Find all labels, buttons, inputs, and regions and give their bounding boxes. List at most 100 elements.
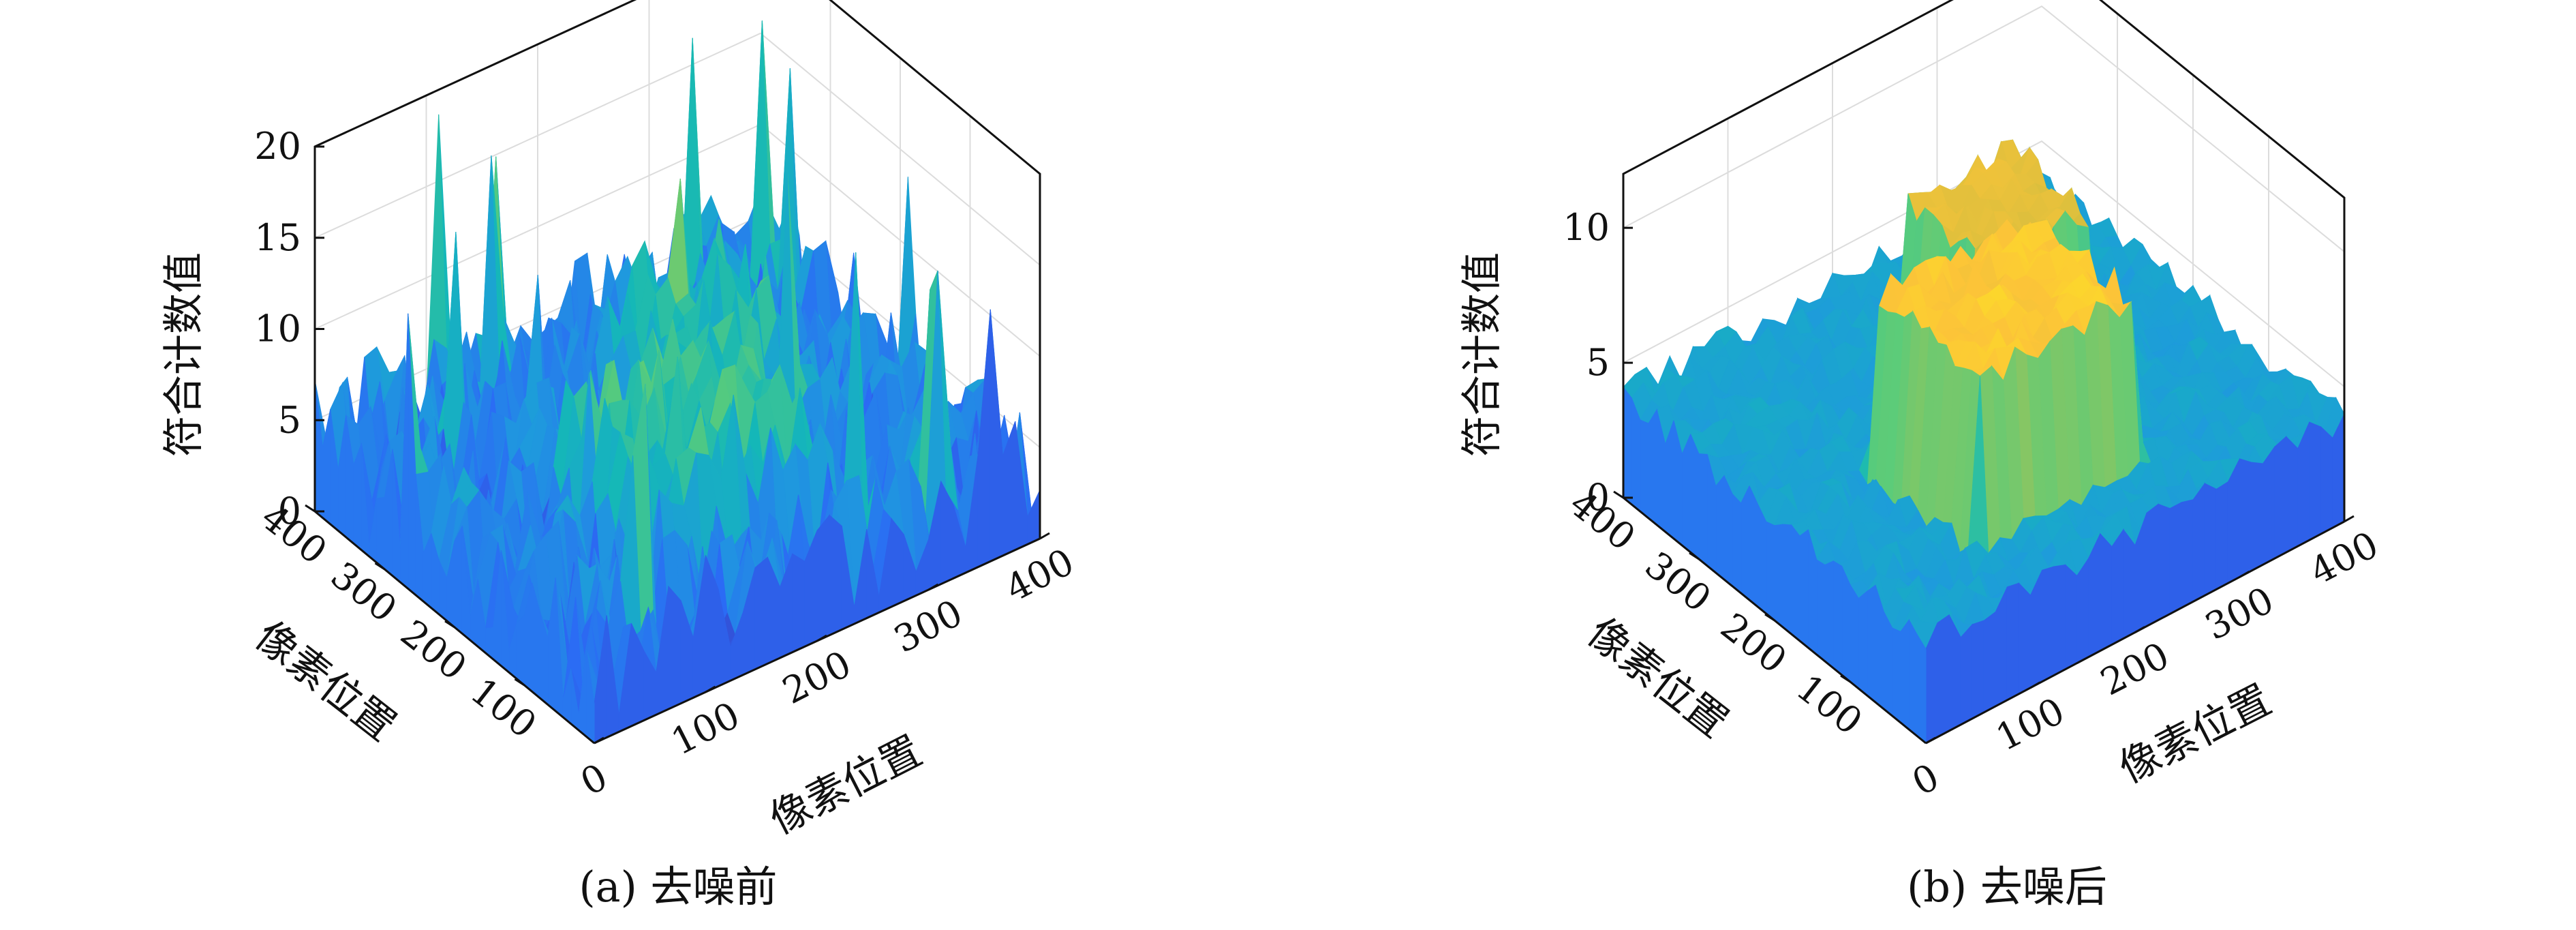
- surface-skirt: [754, 556, 768, 670]
- surface-skirt: [2239, 458, 2252, 578]
- y-axis-label: 像素位置: [246, 612, 404, 751]
- surface-skirt: [2100, 532, 2113, 652]
- surface-skirt: [1749, 485, 1758, 608]
- surface-skirt: [1698, 453, 1708, 567]
- surface-skirt: [2274, 436, 2287, 560]
- surface-skirt: [1841, 566, 1851, 683]
- surface-skirt: [2192, 482, 2205, 603]
- z-tick-label: 10: [1563, 206, 1610, 249]
- surface-skirt: [2309, 421, 2322, 541]
- surface-skirt: [1892, 627, 1901, 724]
- y-tick-mark: [514, 678, 525, 687]
- x-tick-mark: [2239, 570, 2250, 578]
- surface-skirt: [2286, 436, 2299, 553]
- y-tick-mark: [305, 504, 316, 513]
- x-axis-label: 像素位置: [762, 728, 930, 844]
- z-axis-label: 符合计数值: [1458, 252, 1506, 457]
- surface-skirt: [668, 585, 681, 710]
- surface-skirt: [1816, 559, 1826, 663]
- box-top-edges: [313, 0, 1041, 539]
- surface-skirt: [1833, 560, 1843, 676]
- surface-skirt: [1867, 584, 1876, 704]
- z-tick-label: 20: [254, 125, 301, 168]
- surface-skirt: [1774, 524, 1783, 629]
- surface-skirt: [816, 514, 830, 642]
- surface-skirt: [2123, 528, 2136, 640]
- surface-skirt: [1766, 521, 1775, 622]
- surface-skirt: [1824, 560, 1834, 670]
- surface-skirt: [1937, 614, 1950, 738]
- z-tick-label: 5: [278, 398, 301, 441]
- surface-skirt: [2076, 557, 2089, 664]
- surface-skirt: [2215, 481, 2228, 590]
- surface-skirt: [2320, 426, 2333, 535]
- z-gridline: [1623, 140, 2345, 387]
- z-gridline: [314, 32, 1041, 266]
- x-tick-label: 0: [574, 755, 614, 805]
- x-tick-label: 0: [1905, 755, 1946, 805]
- surface-skirt: [516, 614, 525, 687]
- surface: [1623, 139, 2345, 745]
- panel-caption: (a) 去噪前: [579, 862, 777, 912]
- surface-skirt: [1681, 434, 1691, 554]
- y-tick-mark: [1613, 490, 1624, 499]
- surface-skirt: [1900, 618, 1910, 731]
- surface-skirt: [1960, 623, 1973, 725]
- surface-skirt: [1850, 583, 1859, 690]
- x-tick-mark: [594, 736, 604, 745]
- y-tick-mark: [1764, 613, 1775, 622]
- y-axis-label: 像素位置: [1578, 609, 1736, 747]
- x-axis-label: 像素位置: [2111, 676, 2279, 793]
- x-tick-mark: [2344, 515, 2355, 523]
- surface-skirt: [1883, 611, 1893, 717]
- z-gridline: [1623, 5, 2345, 252]
- surface-skirt: [2111, 528, 2124, 646]
- z-axis-label: 符合计数值: [160, 252, 208, 457]
- surface-skirt: [1690, 434, 1700, 560]
- surface-skirt: [1799, 529, 1809, 649]
- x-tick-mark: [2029, 681, 2041, 689]
- z-tick-label: 0: [1586, 476, 1610, 519]
- surface-skirt: [1715, 475, 1725, 581]
- surface-skirt: [2169, 501, 2182, 615]
- surface-skirt: [1723, 475, 1733, 588]
- surface-skirt: [2053, 564, 2066, 676]
- z-tick-label: 5: [1586, 341, 1610, 384]
- surface-skirt: [829, 514, 842, 636]
- surface-skirt: [1983, 611, 1996, 713]
- surface-skirt: [792, 553, 806, 653]
- surface-skirt: [1648, 408, 1657, 526]
- surface-skirt: [1757, 503, 1767, 615]
- panel-caption: (b) 去噪后: [1907, 862, 2107, 912]
- y-tick-mark: [1840, 674, 1851, 683]
- x-tick-mark: [2134, 626, 2145, 633]
- x-tick-mark: [927, 583, 939, 591]
- y-tick-mark: [1689, 552, 1700, 560]
- x-tick-mark: [1925, 736, 1936, 745]
- surface-skirt: [1858, 590, 1868, 697]
- surface-skirt: [2263, 445, 2275, 566]
- surface-skirt: [1972, 620, 1984, 719]
- surface-skirt: [2018, 582, 2031, 695]
- surface-skirt: [1782, 524, 1792, 635]
- panel-a-before-denoise: 010020030040040030020010005101520符合计数值像素…: [160, 0, 1081, 912]
- x-tick-mark: [1039, 532, 1050, 540]
- z-tick-label: 15: [254, 216, 301, 259]
- surface-skirt: [2204, 483, 2217, 597]
- surface-skirt: [1791, 524, 1800, 642]
- surface-skirt: [1741, 485, 1750, 601]
- surface: [314, 20, 1041, 745]
- surface-skirt: [2251, 462, 2264, 572]
- x-tick-mark: [705, 685, 716, 693]
- surface-skirt: [2042, 566, 2055, 682]
- y-tick-mark: [374, 562, 386, 571]
- surface-skirt: [1917, 633, 1927, 745]
- surface-skirt: [2146, 503, 2159, 627]
- panel-b-after-denoise: 01002003004004003002001000510符合计数值像素位置像素…: [1458, 0, 2385, 912]
- surface-skirt: [2006, 582, 2019, 701]
- x-tick-mark: [816, 634, 827, 642]
- y-tick-mark: [444, 620, 455, 629]
- surface-skirt: [376, 496, 385, 571]
- surface-skirt: [2158, 503, 2171, 621]
- surface-skirt: [1623, 386, 1632, 506]
